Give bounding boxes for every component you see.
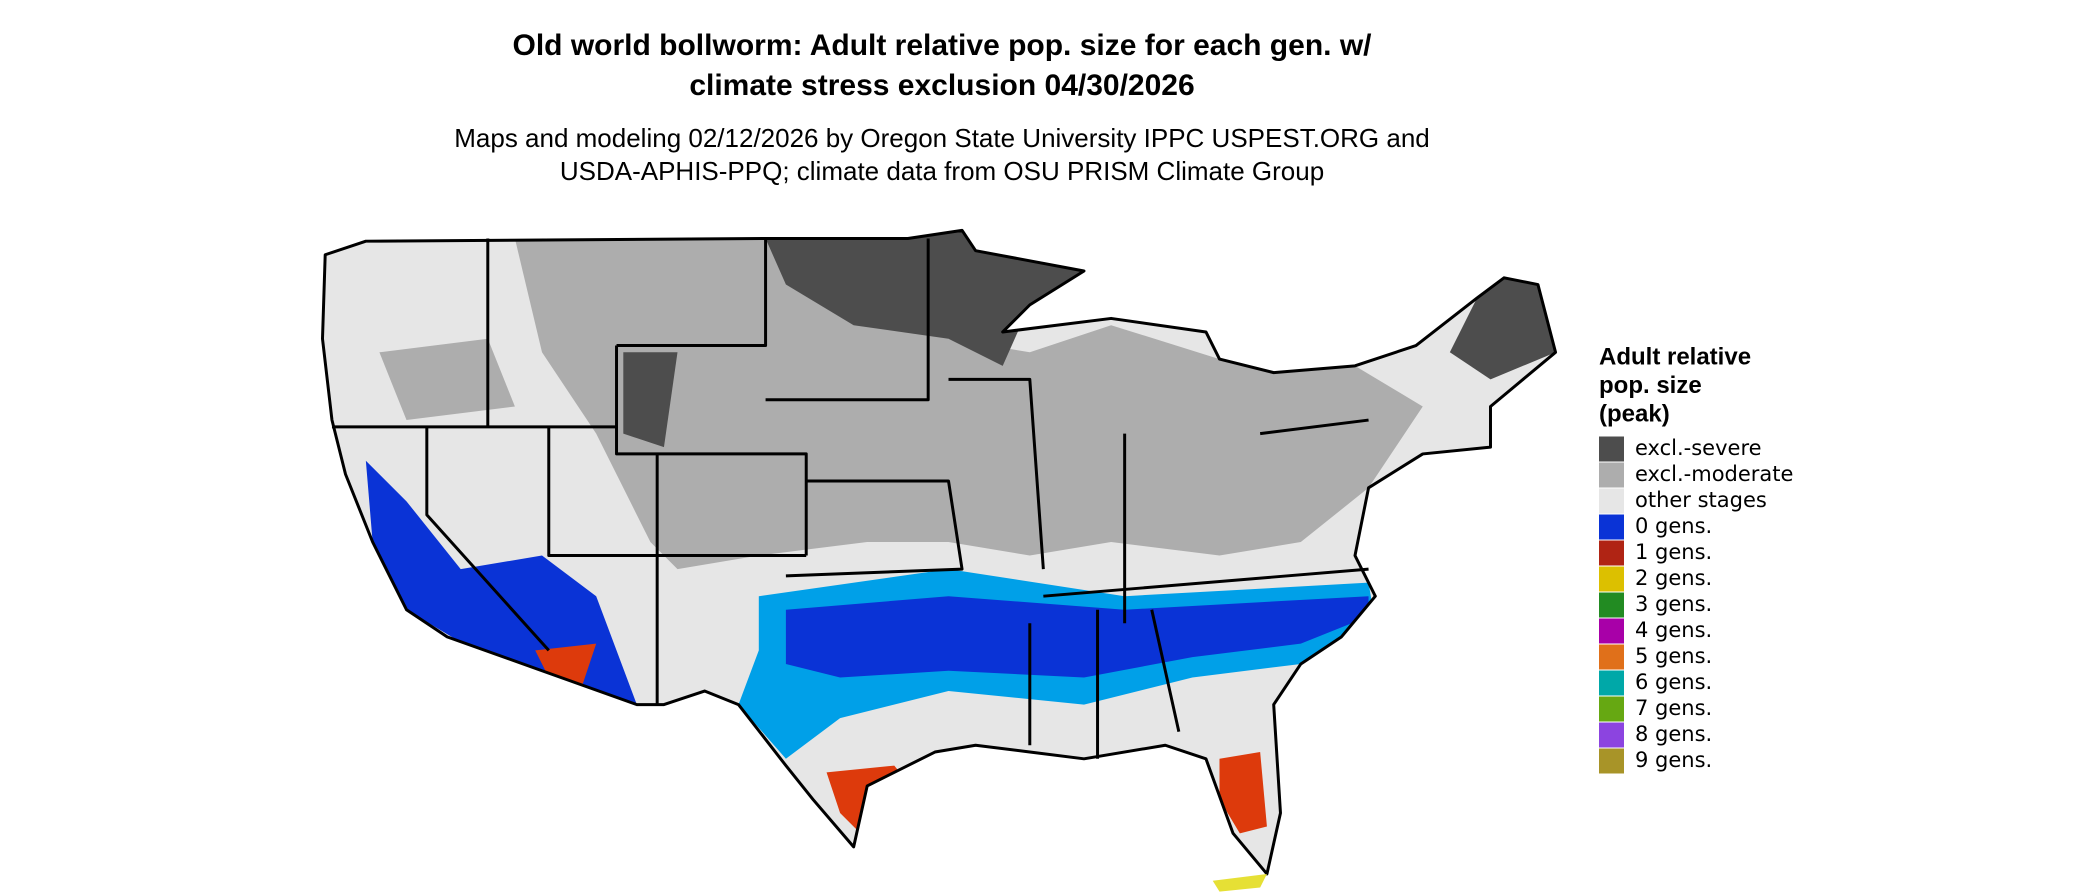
- map-title: Old world bollworm: Adult relative pop. …: [513, 29, 1373, 62]
- legend-swatch: [1599, 514, 1624, 540]
- legend-label: 5 gens.: [1635, 644, 1712, 668]
- legend-swatch: [1599, 540, 1624, 566]
- legend-label: 0 gens.: [1635, 514, 1712, 538]
- legend-swatch: [1599, 592, 1624, 618]
- legend-swatch: [1599, 722, 1624, 748]
- legend-swatch: [1599, 618, 1624, 644]
- map-subtitle: Maps and modeling 02/12/2026 by Oregon S…: [454, 123, 1430, 153]
- legend-swatch: [1599, 644, 1624, 670]
- legend-label: 2 gens.: [1635, 566, 1712, 590]
- legend-label: 7 gens.: [1635, 696, 1712, 720]
- legend-swatch: [1599, 748, 1624, 774]
- legend-swatch: [1599, 436, 1624, 462]
- legend-title: pop. size: [1599, 372, 1702, 399]
- legend-label: 3 gens.: [1635, 592, 1712, 616]
- legend-label: 8 gens.: [1635, 722, 1712, 746]
- legend-swatch: [1599, 670, 1624, 696]
- legend-label: 9 gens.: [1635, 748, 1712, 772]
- legend-label: 6 gens.: [1635, 670, 1712, 694]
- legend-label: 4 gens.: [1635, 618, 1712, 642]
- legend-swatch: [1599, 566, 1624, 592]
- map-title: climate stress exclusion 04/30/2026: [689, 69, 1194, 102]
- map: [320, 228, 1558, 892]
- legend-swatch: [1599, 462, 1624, 488]
- legend-swatch: [1599, 488, 1624, 514]
- legend-label: other stages: [1635, 488, 1767, 512]
- legend-label: excl.-severe: [1635, 436, 1762, 460]
- legend-label: 1 gens.: [1635, 540, 1712, 564]
- legend-title: Adult relative: [1599, 343, 1751, 370]
- map-fill: [322, 230, 1556, 874]
- map-subtitle: USDA-APHIS-PPQ; climate data from OSU PR…: [560, 156, 1324, 186]
- legend-swatch: [1599, 696, 1624, 722]
- legend-label: excl.-moderate: [1635, 462, 1793, 486]
- legend-title: (peak): [1599, 400, 1670, 427]
